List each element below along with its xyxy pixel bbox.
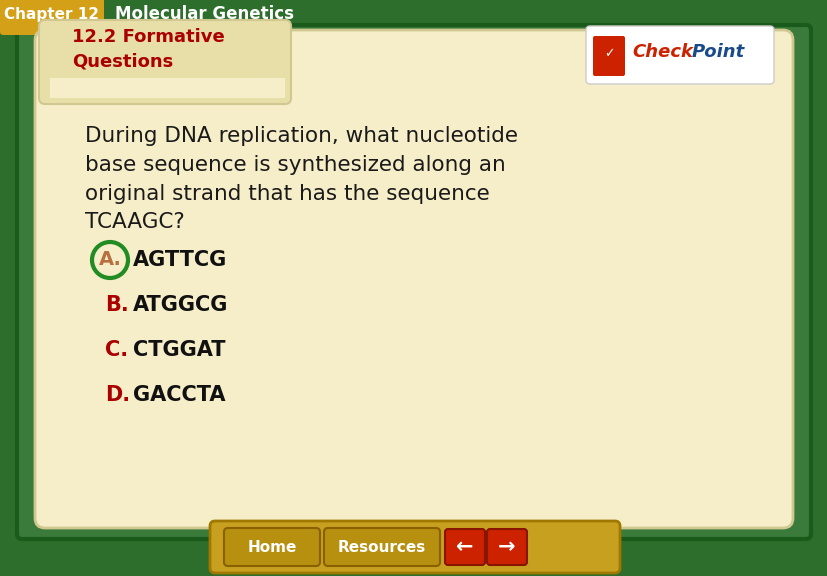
Text: A.: A. <box>98 251 122 270</box>
FancyBboxPatch shape <box>50 78 284 98</box>
Text: ←: ← <box>456 537 473 557</box>
Text: D.: D. <box>105 385 130 405</box>
Text: Check: Check <box>631 43 692 61</box>
Text: Point: Point <box>691 43 744 61</box>
Text: Home: Home <box>247 540 296 555</box>
FancyBboxPatch shape <box>39 20 290 104</box>
Text: 12.2 Formative
Questions: 12.2 Formative Questions <box>72 28 224 70</box>
FancyBboxPatch shape <box>0 0 104 35</box>
FancyBboxPatch shape <box>35 30 792 528</box>
FancyBboxPatch shape <box>444 529 485 565</box>
Text: Molecular Genetics: Molecular Genetics <box>115 5 294 23</box>
FancyBboxPatch shape <box>17 25 810 539</box>
Text: CTGGAT: CTGGAT <box>133 340 225 360</box>
FancyBboxPatch shape <box>210 521 619 573</box>
Text: ✓: ✓ <box>603 47 614 60</box>
FancyBboxPatch shape <box>592 36 624 76</box>
Text: C.: C. <box>105 340 128 360</box>
Text: →: → <box>498 537 515 557</box>
FancyBboxPatch shape <box>586 26 773 84</box>
FancyBboxPatch shape <box>224 528 319 566</box>
FancyBboxPatch shape <box>0 0 827 28</box>
FancyBboxPatch shape <box>486 529 526 565</box>
Text: B.: B. <box>105 295 128 315</box>
Text: Chapter 12: Chapter 12 <box>4 6 99 21</box>
Text: AGTTCG: AGTTCG <box>133 250 227 270</box>
Text: Resources: Resources <box>337 540 426 555</box>
FancyBboxPatch shape <box>323 528 439 566</box>
Text: GACCTA: GACCTA <box>133 385 225 405</box>
Text: ATGGCG: ATGGCG <box>133 295 228 315</box>
Text: During DNA replication, what nucleotide
base sequence is synthesized along an
or: During DNA replication, what nucleotide … <box>85 126 518 232</box>
